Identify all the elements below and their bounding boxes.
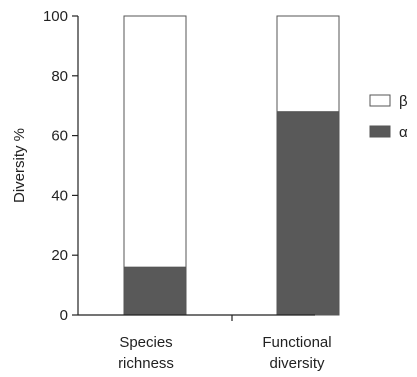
x-category-label: diversity (269, 355, 325, 372)
axes: 0 20 40 60 80 100 Species richness Functional div… (11, 8, 332, 372)
bar-segment-alpha-2 (276, 111, 340, 316)
y-tick-label: 60 (51, 128, 68, 145)
x-category-label: Species (119, 334, 172, 351)
legend-label-beta: β (399, 93, 408, 110)
y-tick-label: 0 (60, 307, 68, 324)
bar-segment-beta-1 (123, 15, 187, 268)
bar-segment-beta-2 (276, 15, 340, 113)
y-tick-label: 80 (51, 68, 68, 85)
legend: βα (369, 93, 408, 141)
y-tick-label: 40 (51, 187, 68, 204)
legend-swatch-alpha (369, 125, 391, 138)
x-category-label: Functional (262, 334, 331, 351)
legend-label-alpha: α (399, 124, 408, 141)
bar-segment-alpha-1 (123, 266, 187, 316)
legend-swatch-beta (369, 94, 391, 107)
y-tick-label: 20 (51, 247, 68, 264)
x-category-label: richness (118, 355, 174, 372)
y-axis-title: Diversity % (11, 128, 28, 203)
plot-area (123, 15, 340, 316)
y-tick-label: 100 (43, 8, 68, 25)
